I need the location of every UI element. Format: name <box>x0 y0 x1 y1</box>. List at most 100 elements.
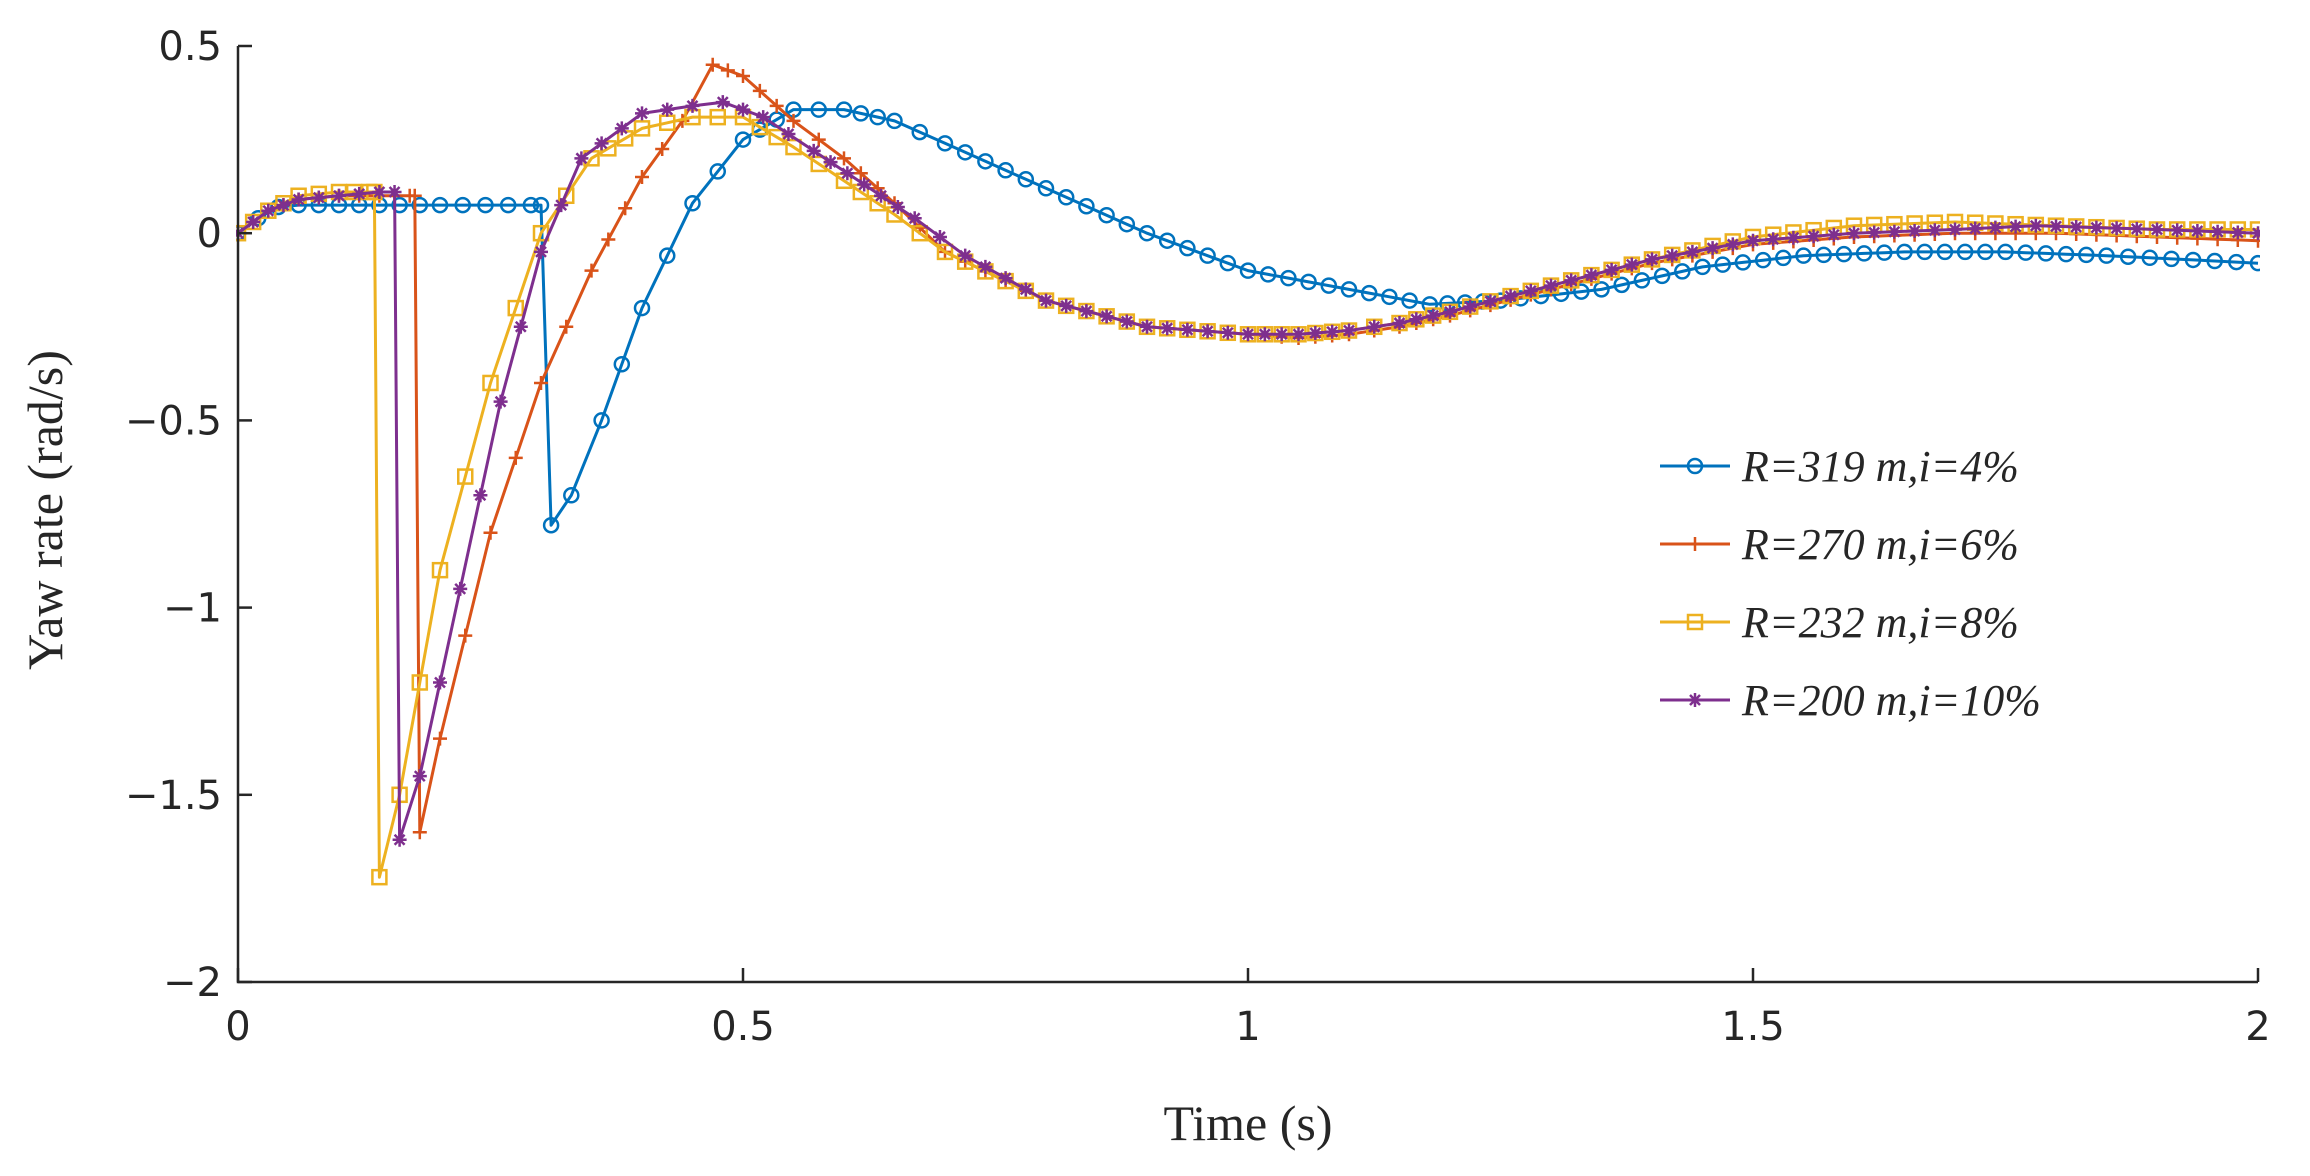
data-point <box>1138 224 1156 242</box>
data-point <box>907 211 922 226</box>
data-point <box>1685 244 1700 259</box>
data-point <box>1694 258 1711 276</box>
data-point <box>1916 243 1933 261</box>
legend-label: R=319 m,i=4% <box>1741 442 2019 491</box>
data-point <box>659 247 676 264</box>
data-point <box>483 525 498 540</box>
x-tick-label: 0 <box>225 1004 250 1050</box>
data-point <box>1714 256 1731 273</box>
x-tick-label: 1 <box>1235 1004 1260 1050</box>
data-point <box>2008 219 2023 234</box>
legend-label: R=200 m,i=10% <box>1741 676 2041 725</box>
data-point <box>482 374 499 392</box>
legend-entry: R=319 m,i=4% <box>1660 442 2019 491</box>
data-point <box>1118 215 1136 233</box>
x-axis-title: Time (s) <box>1163 1095 1332 1151</box>
data-point <box>1988 220 2003 235</box>
data-point <box>1653 267 1671 285</box>
data-point <box>1239 262 1257 279</box>
data-point <box>1220 325 1235 340</box>
data-point <box>1098 206 1115 224</box>
data-point <box>1367 319 1382 334</box>
data-point <box>956 144 974 161</box>
data-point <box>1645 252 1659 267</box>
data-point <box>508 450 523 465</box>
data-point <box>1200 324 1215 339</box>
data-point <box>473 488 488 503</box>
data-point <box>2037 245 2055 262</box>
data-point <box>614 121 629 136</box>
data-point <box>978 259 993 274</box>
data-point <box>1320 277 1338 294</box>
data-point <box>1057 189 1075 206</box>
data-point <box>1274 327 1289 342</box>
data-point <box>352 186 367 201</box>
data-point <box>2109 221 2124 236</box>
data-point <box>1896 243 1913 261</box>
data-point <box>1927 223 1942 238</box>
y-axis-title: Yaw rate (rad/s) <box>17 350 73 670</box>
data-point <box>806 143 821 158</box>
data-point <box>886 112 903 130</box>
data-point <box>705 57 720 72</box>
data-point <box>660 102 675 117</box>
y-tick-label: −1 <box>163 586 222 632</box>
data-point <box>911 224 928 242</box>
data-point <box>853 166 868 181</box>
data-point <box>613 355 631 373</box>
data-point <box>593 412 610 429</box>
data-point <box>2049 219 2063 234</box>
data-point <box>1241 327 1255 342</box>
data-point <box>1099 309 1114 324</box>
series-3 <box>236 95 2260 847</box>
legend: R=319 m,i=4% R=270 m,i=6% R=232 m,i=8% R=20… <box>1660 442 2041 725</box>
data-point <box>2129 221 2144 236</box>
data-point <box>2163 250 2180 268</box>
data-point <box>457 468 474 485</box>
data-point <box>977 153 994 170</box>
data-point <box>1463 299 1478 314</box>
data-point <box>584 263 599 278</box>
legend-label: R=232 m,i=8% <box>1741 598 2019 647</box>
data-point <box>1624 257 1639 272</box>
data-point <box>2141 249 2159 267</box>
data-point <box>633 299 651 317</box>
data-point <box>1826 227 1841 242</box>
data-point <box>1584 268 1599 283</box>
data-point <box>1665 248 1680 263</box>
legend-entry: R=270 m,i=6% <box>1660 520 2019 569</box>
data-point <box>1806 229 1821 244</box>
data-point <box>736 102 750 117</box>
data-point <box>786 113 801 128</box>
data-point <box>513 319 528 334</box>
data-point <box>911 123 928 141</box>
data-point <box>1725 237 1740 252</box>
data-point <box>1443 304 1457 319</box>
data-point <box>507 299 524 317</box>
data-point <box>1734 254 1752 271</box>
data-point <box>2190 223 2205 238</box>
data-point <box>837 151 851 166</box>
data-point <box>1079 304 1094 319</box>
data-point <box>1523 283 1538 298</box>
data-point <box>1257 327 1272 342</box>
data-point <box>997 162 1014 179</box>
data-point <box>1746 233 1760 248</box>
data-point <box>1633 272 1651 289</box>
data-point <box>1604 262 1619 277</box>
data-point <box>2210 224 2225 239</box>
data-point <box>1573 283 1590 300</box>
legend-label: R=270 m,i=6% <box>1741 520 2019 569</box>
data-point <box>756 110 771 125</box>
data-point <box>635 170 649 185</box>
data-point <box>558 187 575 205</box>
data-point <box>998 271 1013 286</box>
data-point <box>1037 180 1055 197</box>
data-point <box>2206 252 2223 270</box>
legend-swatch-marker <box>1688 537 1702 551</box>
data-point <box>1119 314 1134 329</box>
data-point <box>635 106 649 121</box>
data-point <box>412 769 427 784</box>
data-point <box>1199 247 1216 264</box>
data-point <box>1754 251 1772 269</box>
